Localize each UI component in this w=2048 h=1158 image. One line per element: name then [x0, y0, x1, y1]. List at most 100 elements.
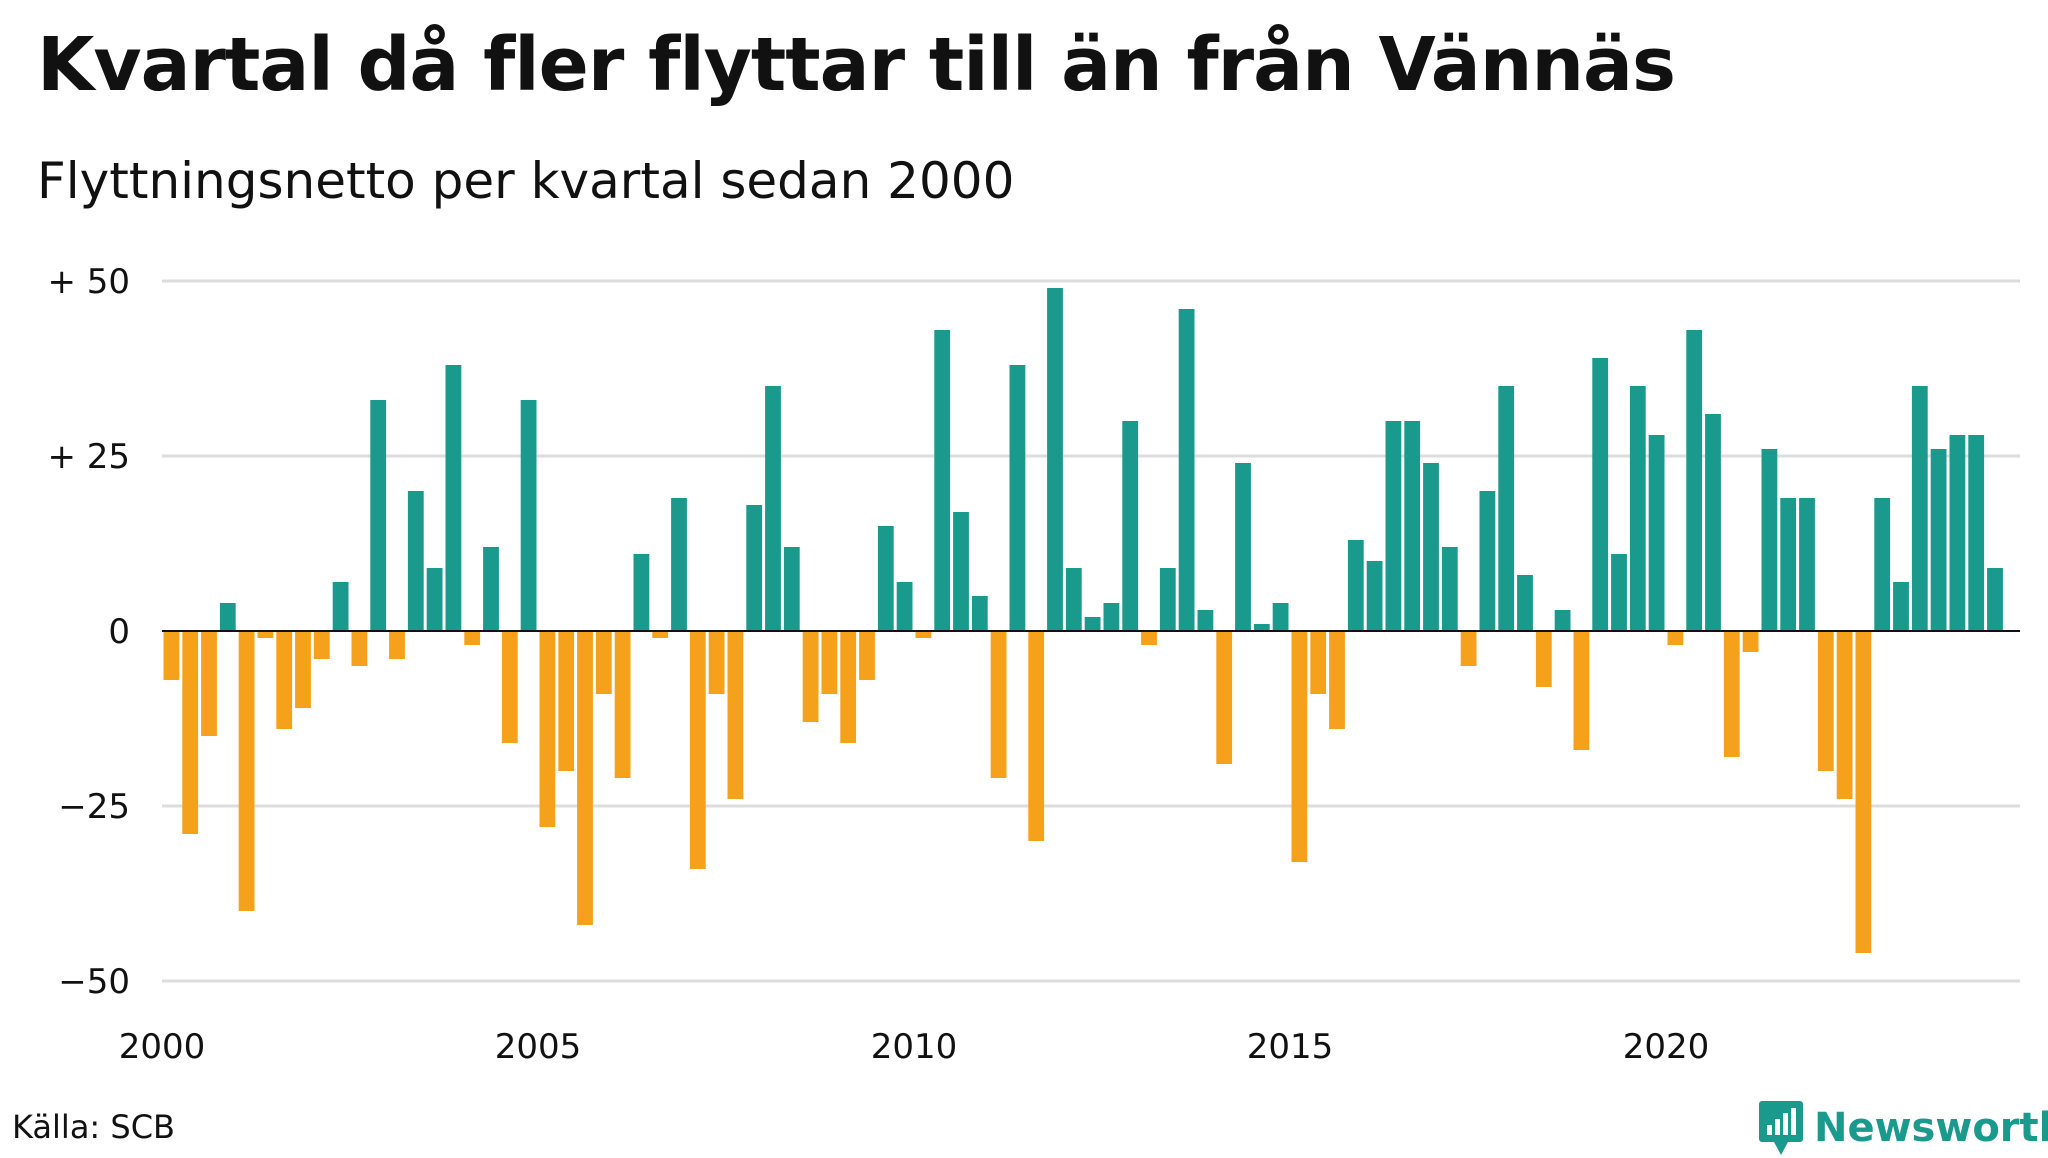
- bar: [313, 631, 330, 659]
- bar: [1968, 435, 1985, 631]
- bar: [1009, 365, 1026, 631]
- bar: [971, 596, 988, 631]
- bar: [332, 582, 349, 631]
- bar: [746, 505, 763, 631]
- bar: [1423, 463, 1439, 631]
- bar: [1253, 624, 1270, 631]
- bar: [201, 631, 217, 736]
- bar: [1799, 498, 1815, 631]
- bar: [671, 498, 687, 631]
- bar: [1404, 421, 1421, 631]
- bar: [1648, 435, 1665, 631]
- bar: [445, 365, 462, 631]
- chart-subtitle: Flyttningsnetto per kvartal sedan 2000: [37, 152, 1015, 210]
- bar: [595, 631, 612, 694]
- y-tick-label: + 25: [47, 437, 130, 477]
- bar: [1385, 421, 1402, 631]
- bar: [1122, 421, 1139, 631]
- bar: [558, 631, 575, 771]
- bar: [219, 603, 236, 631]
- bar: [1291, 631, 1308, 862]
- y-tick-label: −25: [58, 787, 130, 827]
- bar: [1761, 449, 1778, 631]
- bar: [483, 547, 499, 631]
- bar: [840, 631, 857, 743]
- y-tick-label: + 50: [47, 262, 130, 302]
- bar: [652, 631, 669, 638]
- bar: [1723, 631, 1740, 757]
- bar: [1047, 288, 1063, 631]
- bar: [1855, 631, 1872, 953]
- bar: [1216, 631, 1233, 764]
- bar: [1874, 498, 1891, 631]
- bar: [1178, 309, 1195, 631]
- bar: [1235, 463, 1251, 631]
- x-tick-label: 2005: [495, 1027, 582, 1067]
- bar: [501, 631, 518, 743]
- bar: [1554, 610, 1571, 631]
- bar: [1498, 386, 1515, 631]
- bar: [727, 631, 744, 799]
- bar: [877, 526, 894, 631]
- bar: [1517, 575, 1533, 631]
- bar: [1441, 547, 1458, 631]
- bar: [1930, 449, 1947, 631]
- bar: [351, 631, 368, 666]
- bar: [1084, 617, 1101, 631]
- bar: [1103, 603, 1120, 631]
- bar: [1310, 631, 1327, 694]
- bar: [276, 631, 293, 729]
- bar: [407, 491, 424, 631]
- bar: [1141, 631, 1157, 645]
- bar: [1159, 568, 1176, 631]
- x-tick-label: 2010: [871, 1027, 958, 1067]
- bar: [539, 631, 556, 827]
- bars: [163, 288, 2003, 953]
- bar: [934, 330, 951, 631]
- bar: [896, 582, 913, 631]
- bar: [1987, 568, 2003, 631]
- bar: [295, 631, 311, 708]
- bar: [1817, 631, 1834, 771]
- bar: [915, 631, 932, 638]
- bar: [257, 631, 274, 638]
- bar: [1949, 435, 1966, 631]
- y-tick-label: 0: [108, 612, 130, 652]
- bar: [689, 631, 706, 869]
- newsworthy-logo: Newsworthy: [1758, 1098, 2048, 1158]
- bar: [1780, 498, 1797, 631]
- bar: [821, 631, 838, 694]
- bar: [426, 568, 443, 631]
- bar: [802, 631, 819, 722]
- newsworthy-logo-icon: [1759, 1101, 1803, 1155]
- bar: [1479, 491, 1496, 631]
- bar: [953, 512, 969, 631]
- bar: [1028, 631, 1045, 841]
- bar: [1272, 603, 1289, 631]
- source-note: Källa: SCB: [12, 1108, 175, 1146]
- x-tick-label: 2000: [119, 1027, 206, 1067]
- bar: [1460, 631, 1477, 666]
- bar: [614, 631, 631, 778]
- bar: [1893, 582, 1909, 631]
- bar: [633, 554, 650, 631]
- bar: [1705, 414, 1721, 631]
- bar: [708, 631, 725, 694]
- bar: [1065, 568, 1082, 631]
- bar: [464, 631, 481, 645]
- bar: [1592, 358, 1609, 631]
- bar: [1686, 330, 1703, 631]
- bar: [1742, 631, 1759, 652]
- bar: [577, 631, 593, 925]
- bar: [1911, 386, 1928, 631]
- bar: [238, 631, 255, 911]
- bar: [1573, 631, 1590, 750]
- bar: [520, 400, 537, 631]
- bar-chart: + 50 + 25 0 −25 −50 2000 2005 2010 2015 2020: [47, 262, 2020, 1067]
- chart-title: Kvartal då fler flyttar till än från Vän…: [37, 22, 1676, 108]
- bar: [1836, 631, 1853, 799]
- x-tick-label: 2020: [1623, 1027, 1710, 1067]
- bar: [1611, 554, 1627, 631]
- bar: [990, 631, 1007, 778]
- logo-wordmark: Newsworthy: [1814, 1105, 2048, 1151]
